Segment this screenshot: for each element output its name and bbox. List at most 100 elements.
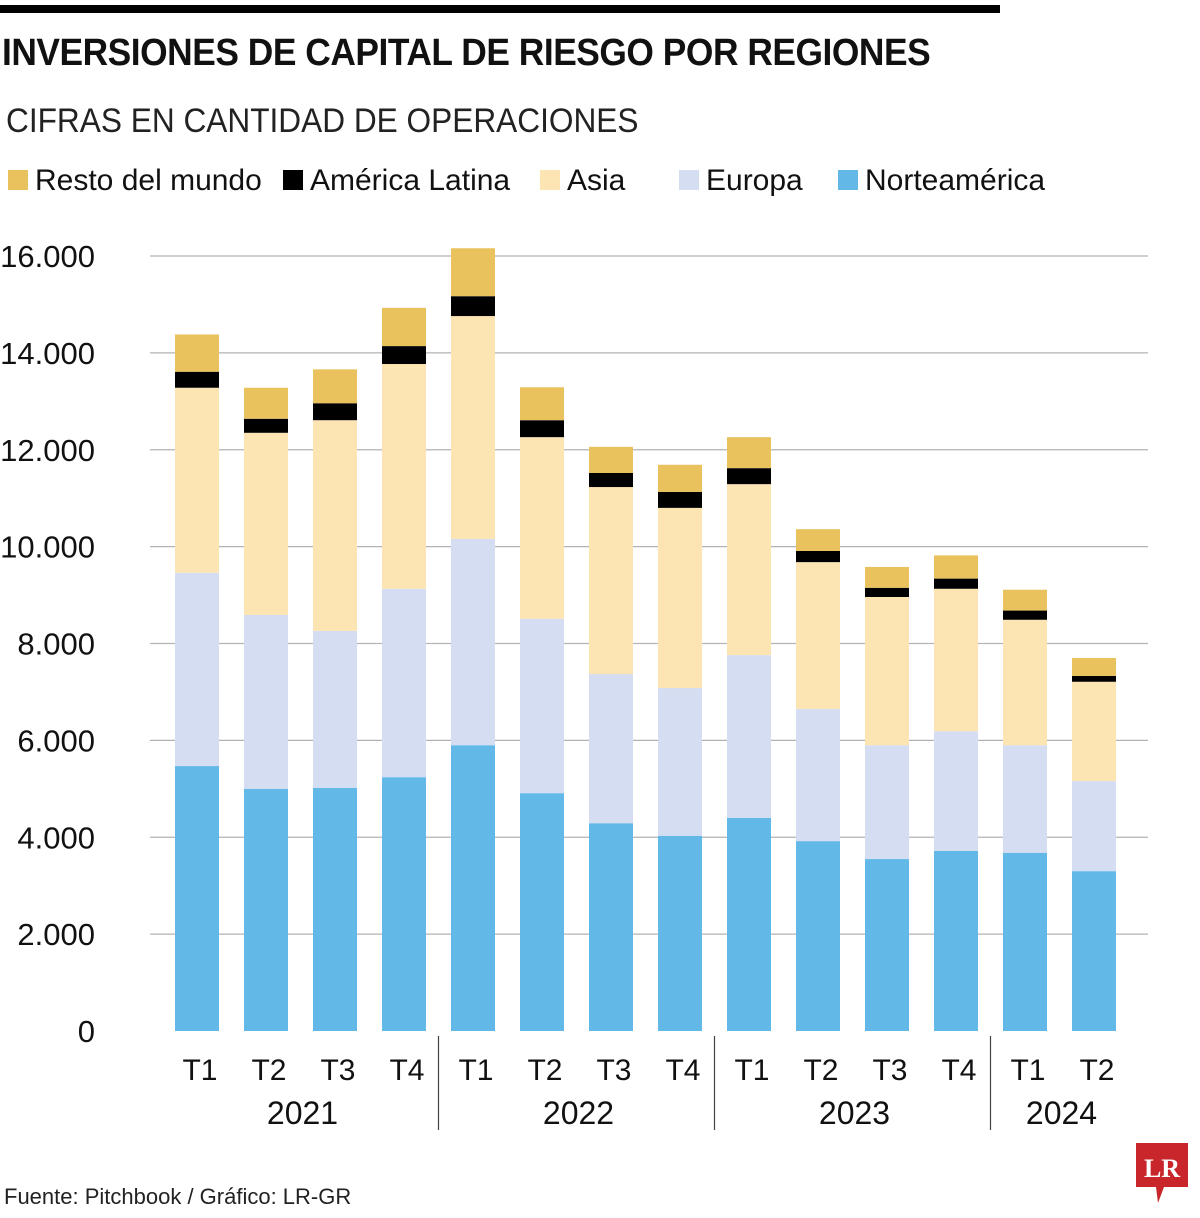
legend-label: Resto del mundo <box>35 164 262 197</box>
bar-segment <box>451 296 495 317</box>
bar-segment <box>382 346 426 365</box>
bar-segment <box>727 484 771 656</box>
legend-swatch <box>838 170 858 190</box>
bar-segment <box>727 468 771 485</box>
bar-segment <box>1072 658 1116 676</box>
chart-title: INVERSIONES DE CAPITAL DE RIESGO POR REG… <box>2 32 931 74</box>
x-tick-label: T1 <box>182 1054 217 1087</box>
bar-segment <box>934 850 978 1031</box>
bar-segment <box>796 529 840 551</box>
bar-segment <box>865 587 909 597</box>
x-tick-label: T2 <box>251 1054 286 1087</box>
bar-segment <box>796 550 840 563</box>
y-tick-label: 14.000 <box>0 336 95 371</box>
bar-segment <box>1072 681 1116 782</box>
bar-segment <box>175 766 219 1031</box>
y-tick-label: 10.000 <box>0 530 95 565</box>
bar-segment <box>796 562 840 709</box>
x-tick-label: T3 <box>320 1054 355 1087</box>
top-rule <box>0 5 1000 13</box>
x-tick-label: T1 <box>1010 1054 1045 1087</box>
year-label: 2024 <box>1026 1095 1097 1131</box>
y-tick-label: 8.000 <box>17 627 95 662</box>
bar-segment <box>451 745 495 1031</box>
legend-swatch <box>8 170 28 190</box>
legend-label: América Latina <box>310 164 510 197</box>
bar-segment <box>313 420 357 631</box>
bar-segment <box>175 371 219 388</box>
bar-segment <box>382 777 426 1031</box>
y-tick-label: 6.000 <box>17 723 95 758</box>
x-tick-label: T1 <box>458 1054 493 1087</box>
year-label: 2021 <box>267 1095 338 1131</box>
year-label: 2023 <box>819 1095 890 1131</box>
bar-segment <box>382 588 426 778</box>
bar-segment <box>520 420 564 438</box>
bar-segment <box>244 418 288 433</box>
bar-segment <box>451 248 495 297</box>
bar-segment <box>1072 871 1116 1031</box>
bar-segment <box>451 538 495 746</box>
bar-segment <box>313 787 357 1031</box>
bar-segment <box>658 835 702 1031</box>
bar-segment <box>589 487 633 675</box>
bar-segment <box>520 437 564 619</box>
bar-segment <box>1003 619 1047 746</box>
source-note: Fuente: Pitchbook / Gráfico: LR-GR <box>4 1184 352 1209</box>
bar-segment <box>520 618 564 794</box>
bar-segment <box>451 316 495 539</box>
bar-segment <box>520 387 564 421</box>
x-tick-label: T1 <box>734 1054 769 1087</box>
chart-subtitle: CIFRAS EN CANTIDAD DE OPERACIONES <box>6 102 639 140</box>
bar-segment <box>934 731 978 851</box>
bar-segment <box>727 437 771 469</box>
bar-segment <box>658 491 702 508</box>
bar-segment <box>589 446 633 473</box>
bar-segment <box>175 572 219 767</box>
bar-segment <box>244 432 288 615</box>
bar-segment <box>1072 781 1116 872</box>
x-tick-label: T3 <box>596 1054 631 1087</box>
bar-segment <box>313 403 357 421</box>
bar-segment <box>175 387 219 573</box>
bar-segment <box>589 823 633 1031</box>
bar-segment <box>934 578 978 589</box>
lr-logo: LR <box>1136 1143 1188 1203</box>
bar-segment <box>1003 745 1047 853</box>
bar-segment <box>520 793 564 1031</box>
bar-segment <box>727 817 771 1031</box>
legend-swatch <box>540 170 560 190</box>
legend-label: Norteamérica <box>865 164 1045 197</box>
bar-segment <box>796 841 840 1031</box>
bar-segment <box>658 507 702 689</box>
legend-swatch <box>283 170 303 190</box>
y-tick-label: 2.000 <box>17 917 95 952</box>
x-tick-label: T2 <box>803 1054 838 1087</box>
bar-segment <box>244 387 288 419</box>
x-tick-label: T3 <box>872 1054 907 1087</box>
legend-label: Europa <box>706 164 803 197</box>
bar-segment <box>175 334 219 372</box>
bar-segment <box>589 473 633 488</box>
bar-segment <box>1072 675 1116 682</box>
bar-segment <box>865 597 909 746</box>
bar-segment <box>1003 589 1047 611</box>
bar-segment <box>244 614 288 789</box>
bar-segment <box>313 630 357 788</box>
legend-swatch <box>679 170 699 190</box>
y-tick-label: 12.000 <box>0 433 95 468</box>
bar-segment <box>313 369 357 404</box>
bar-segment <box>244 788 288 1031</box>
bar-segment <box>658 464 702 492</box>
x-tick-label: T4 <box>941 1054 976 1087</box>
x-tick-label: T2 <box>527 1054 562 1087</box>
bar-segment <box>1003 610 1047 620</box>
year-label: 2022 <box>543 1095 614 1131</box>
bar-segment <box>382 307 426 347</box>
bar-segment <box>796 708 840 842</box>
legend-label: Asia <box>567 164 626 197</box>
bar-segment <box>934 555 978 579</box>
bar-segment <box>382 364 426 589</box>
y-tick-label: 0 <box>78 1014 95 1049</box>
